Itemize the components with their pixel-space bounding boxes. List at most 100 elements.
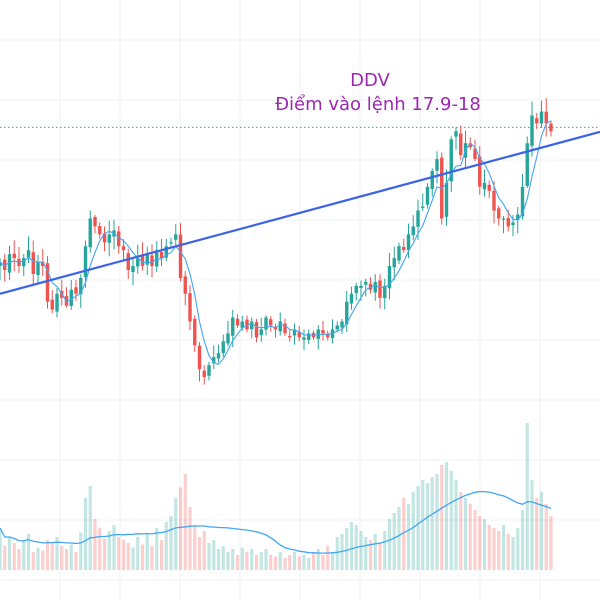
candle-body — [131, 266, 135, 273]
candle-body — [397, 246, 401, 261]
volume-bar — [79, 532, 83, 570]
candle-body — [102, 233, 107, 243]
candle-body — [178, 234, 183, 278]
candle-body — [359, 285, 363, 288]
volume-bar — [292, 552, 297, 570]
candle-body — [50, 299, 54, 310]
volume-bar — [402, 498, 406, 570]
volume-bar — [473, 510, 477, 570]
volume-bar — [0, 528, 2, 570]
volume-bar — [178, 487, 183, 570]
volume-bar — [297, 556, 301, 570]
volume-bar — [235, 555, 240, 570]
candle-body — [292, 329, 297, 336]
candle-body — [98, 226, 102, 235]
volume-bar — [435, 474, 439, 570]
candle-body — [0, 262, 2, 267]
candle-body — [197, 345, 202, 370]
volume-bar — [364, 537, 368, 570]
annotation-entry-point: Điểm vào lệnh 17.9-18 — [275, 94, 481, 115]
candle-body — [240, 321, 244, 328]
volume-bar — [492, 528, 496, 570]
volume-bar — [539, 492, 544, 570]
candle-body — [221, 341, 225, 354]
volume-bar — [416, 486, 420, 570]
volume-bar — [463, 498, 468, 570]
volume-bar — [174, 498, 178, 570]
candle-body — [406, 234, 411, 251]
volume-bar — [368, 540, 373, 570]
volume-bar — [36, 547, 40, 570]
trendline[interactable] — [0, 130, 600, 295]
volume-bar — [321, 555, 325, 570]
candle-body — [544, 111, 548, 124]
volume-bar — [478, 516, 482, 570]
volume-bar — [387, 519, 392, 570]
candle-body — [259, 329, 263, 336]
volume-bar — [69, 544, 73, 570]
volume-bar — [22, 541, 26, 570]
volume-bar — [216, 549, 221, 570]
candle-body — [79, 277, 83, 295]
candle-body — [150, 255, 154, 267]
volume-bar — [250, 549, 254, 570]
volume-bar — [501, 525, 506, 570]
volume-bar — [264, 549, 268, 570]
volume-bar — [273, 556, 278, 570]
volume-bar — [516, 528, 520, 570]
volume-bar — [188, 507, 192, 570]
volume-bar — [226, 552, 230, 570]
candle-body — [530, 115, 534, 146]
volume-bar — [459, 492, 463, 570]
volume-bar — [207, 543, 211, 570]
candle-body — [321, 330, 325, 334]
candle-body — [497, 208, 501, 219]
volume-bar — [212, 540, 216, 570]
candle-body — [378, 280, 382, 298]
volume-bar — [278, 552, 282, 570]
candle-body — [326, 334, 330, 338]
volume-bar — [535, 498, 539, 570]
volume-bar — [411, 492, 415, 570]
candle-body — [511, 222, 515, 226]
volume-bar — [45, 540, 50, 570]
volume-bar — [511, 537, 515, 570]
volume-bar — [12, 543, 16, 570]
candle-body — [235, 318, 240, 326]
candle-body — [454, 131, 458, 137]
candle-body — [288, 335, 292, 338]
volume-bar — [549, 516, 553, 570]
volume-bar — [107, 531, 111, 570]
volume-bar — [359, 531, 363, 570]
candle-body — [345, 301, 349, 325]
candle-body — [31, 252, 35, 274]
volume-bar — [288, 555, 292, 570]
candle-body — [212, 357, 216, 364]
volume-bar — [231, 549, 235, 570]
candle-body — [12, 253, 16, 259]
volume-bar — [145, 534, 149, 570]
candle-body — [140, 255, 145, 267]
candle-body — [468, 143, 472, 148]
candle-body — [525, 143, 529, 186]
candles — [0, 98, 553, 385]
volume-bar — [311, 552, 316, 570]
candle-body — [430, 170, 434, 189]
volume-bar — [335, 537, 339, 570]
candle-body — [69, 289, 73, 307]
candle-body — [174, 234, 178, 240]
volume-bar — [131, 547, 135, 570]
candle-body — [516, 214, 520, 220]
volume-bar — [530, 480, 534, 570]
candle-body — [392, 258, 396, 268]
candle-body — [169, 242, 173, 244]
volume-bar — [392, 513, 396, 570]
volume-bar — [425, 483, 430, 570]
volume-bar — [60, 546, 64, 570]
volume-bar — [397, 507, 401, 570]
volume-bar — [117, 537, 121, 570]
candle-body — [202, 370, 206, 377]
candle-body — [126, 253, 130, 270]
volume-bar — [254, 555, 259, 570]
